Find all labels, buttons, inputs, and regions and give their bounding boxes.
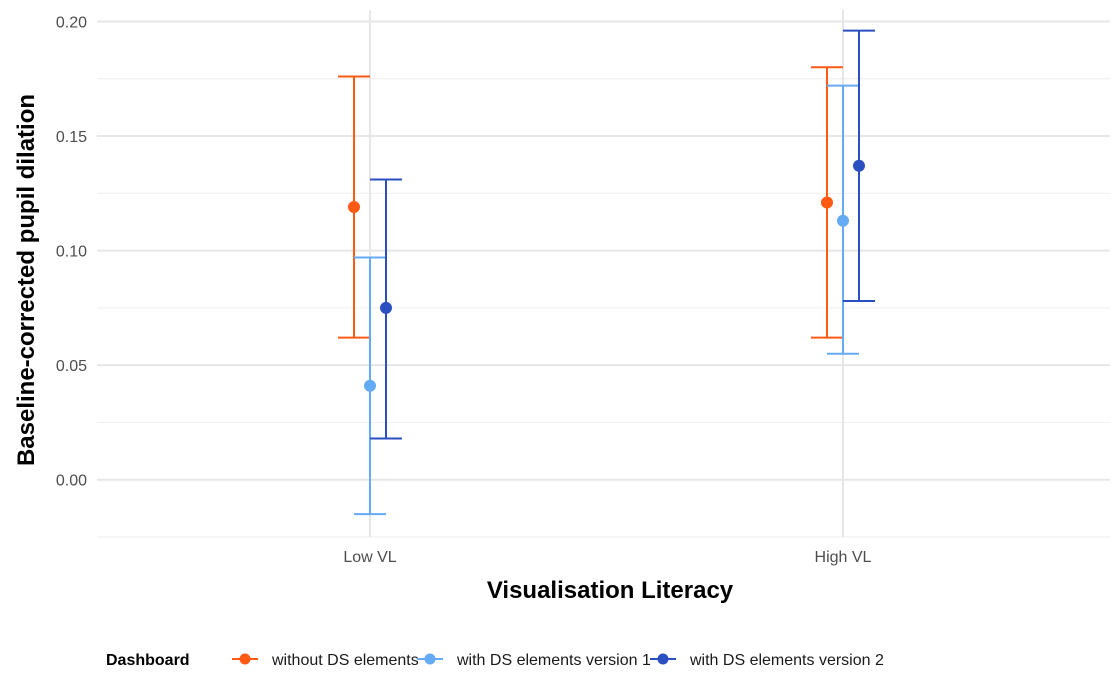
error-bar-group: [370, 178, 402, 440]
data-point: [364, 379, 376, 392]
data-point: [837, 214, 849, 227]
error-bar-group: [843, 29, 875, 302]
data-point: [348, 201, 360, 214]
y-axis-title: Baseline-corrected pupil dilation: [13, 94, 40, 466]
legend-item: with DS elements version 1: [417, 652, 651, 669]
data-point: [821, 196, 833, 209]
data-point: [380, 301, 392, 314]
x-tick-label: High VL: [815, 549, 872, 566]
y-tick-label: 0.20: [56, 14, 87, 31]
y-tick-label: 0.15: [56, 129, 87, 146]
legend-key-point: [239, 653, 251, 665]
grid-lines: [97, 10, 1110, 538]
error-bar-group: [338, 75, 370, 339]
y-tick-label: 0.05: [56, 358, 87, 375]
legend-label: with DS elements version 2: [689, 652, 884, 669]
legend-label: without DS elements: [271, 652, 419, 669]
legend-key-point: [424, 653, 436, 665]
error-bar-group: [811, 66, 843, 339]
x-axis-title: Visualisation Literacy: [487, 577, 734, 604]
legend-item: without DS elements: [232, 652, 419, 669]
error-bar-group: [827, 84, 859, 355]
y-tick-label: 0.10: [56, 244, 87, 261]
legend-title: Dashboard: [106, 652, 190, 669]
legend: Dashboard without DS elements with DS ele…: [106, 652, 884, 669]
legend-label: with DS elements version 1: [456, 652, 651, 669]
legend-key-point: [657, 653, 669, 665]
x-tick-label: Low VL: [343, 549, 396, 566]
data-marks: [338, 29, 875, 516]
legend-item: with DS elements version 2: [650, 652, 884, 669]
data-point: [853, 159, 865, 172]
error-bar-group: [354, 256, 386, 516]
axes: 0.00 0.05 0.10 0.15 0.20 Low VL High VL: [56, 14, 872, 566]
y-tick-label: 0.00: [56, 473, 87, 490]
